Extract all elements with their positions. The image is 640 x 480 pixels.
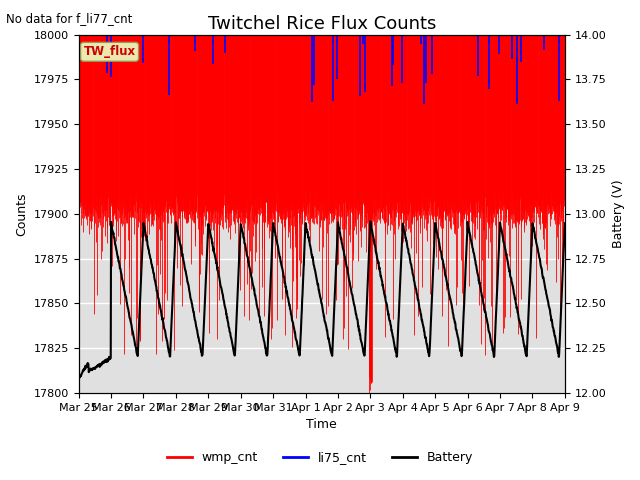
Text: TW_flux: TW_flux [83, 45, 136, 58]
Y-axis label: Counts: Counts [15, 192, 28, 236]
X-axis label: Time: Time [307, 419, 337, 432]
Legend: wmp_cnt, li75_cnt, Battery: wmp_cnt, li75_cnt, Battery [162, 446, 478, 469]
Text: No data for f_li77_cnt: No data for f_li77_cnt [6, 12, 132, 25]
Title: Twitchel Rice Flux Counts: Twitchel Rice Flux Counts [207, 15, 436, 33]
Y-axis label: Battery (V): Battery (V) [612, 180, 625, 248]
